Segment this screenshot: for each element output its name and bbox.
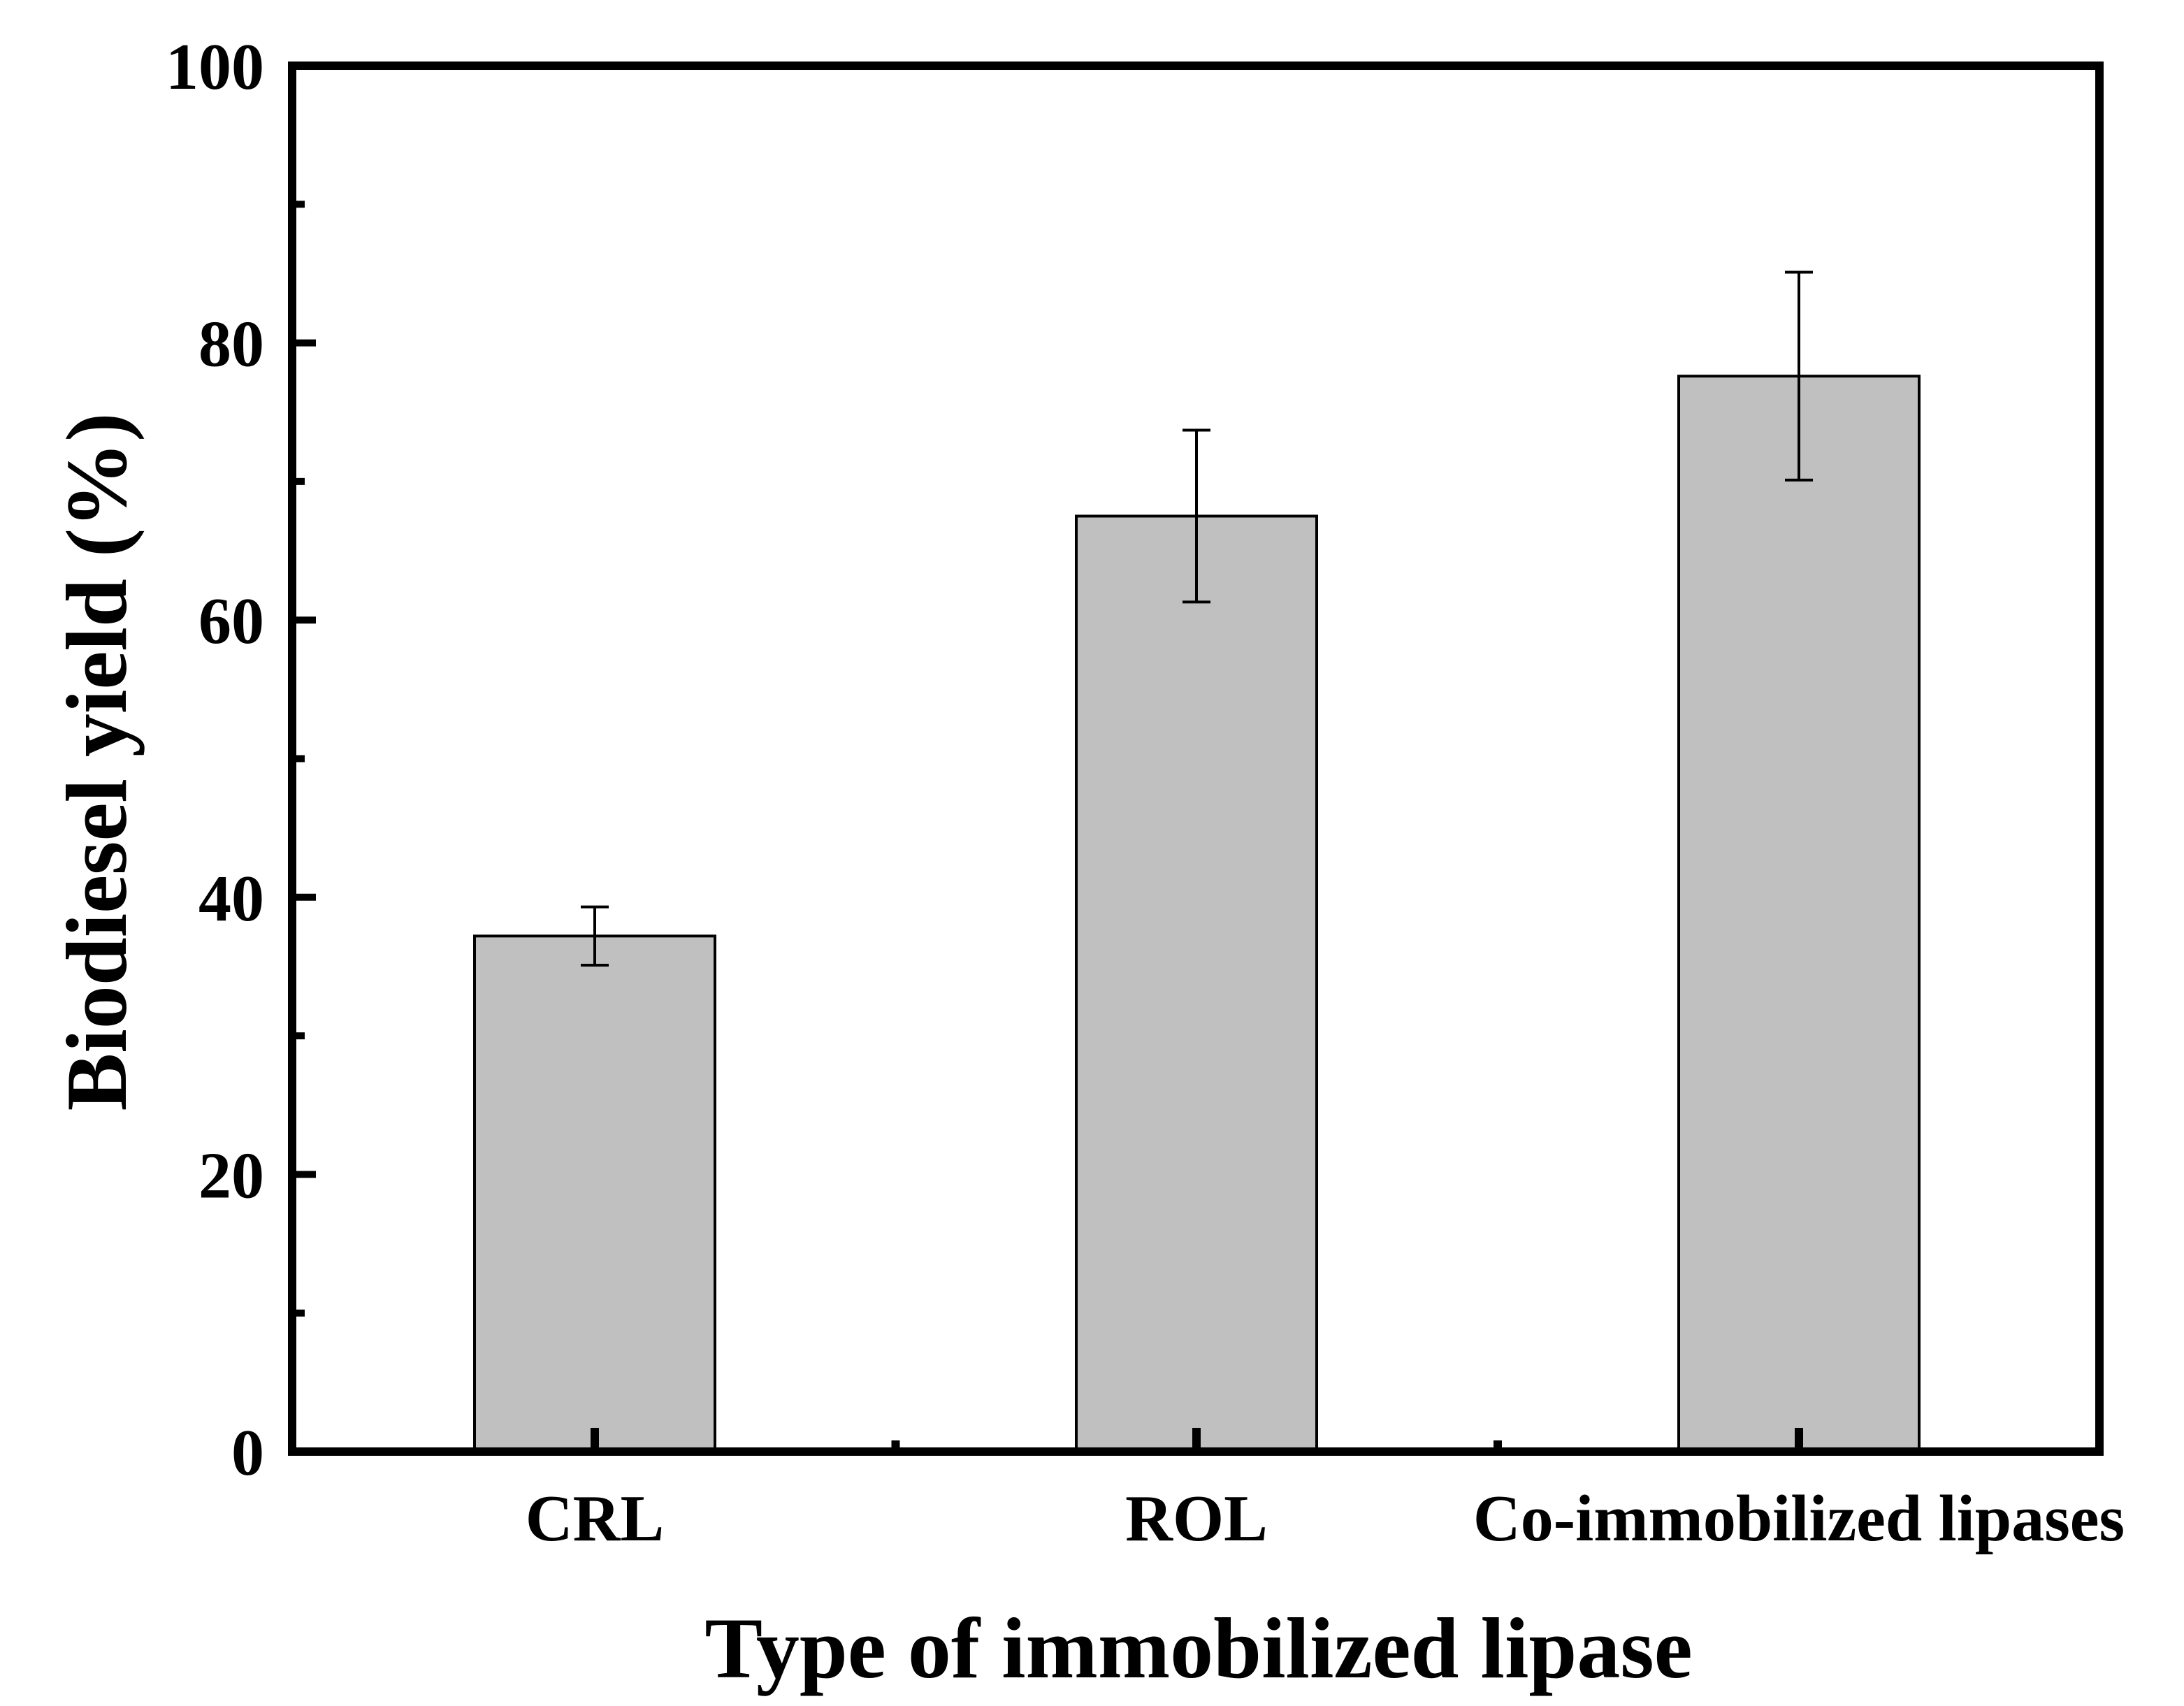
- ticks-layer: [292, 62, 1803, 1455]
- y-tick-label-1: 0: [231, 1417, 264, 1489]
- y-tick-label-5: 80: [198, 308, 264, 381]
- y-tick-label-3: 40: [198, 862, 264, 935]
- x-axis-title: Type of immobilized lipase: [704, 1600, 1692, 1696]
- bar-1: [473, 934, 716, 1453]
- x-tick-labels: CRL ROL Co-immobilized lipases: [526, 1482, 2125, 1555]
- error-bar-2: [1183, 428, 1210, 604]
- y-tick-label-6: 100: [166, 31, 264, 103]
- y-axis-title: Biodiesel yield (%): [49, 413, 145, 1111]
- y-tick-label-4: 60: [198, 585, 264, 658]
- bar-3: [1677, 375, 1921, 1453]
- y-tick-label-2: 20: [198, 1139, 264, 1212]
- y-tick-labels: 0 20 40 60 80 100: [166, 31, 264, 1489]
- x-tick-label-3: Co-immobilized lipases: [1473, 1482, 2125, 1555]
- error-bar-3: [1785, 270, 1813, 482]
- x-tick-label-2: ROL: [1125, 1482, 1268, 1555]
- bar-2: [1075, 514, 1318, 1453]
- error-bars-layer: [581, 270, 1813, 967]
- x-tick-label-1: CRL: [526, 1482, 664, 1555]
- error-bar-1: [581, 905, 609, 967]
